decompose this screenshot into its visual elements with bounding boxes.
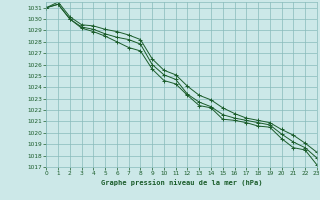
X-axis label: Graphe pression niveau de la mer (hPa): Graphe pression niveau de la mer (hPa) bbox=[101, 179, 262, 186]
